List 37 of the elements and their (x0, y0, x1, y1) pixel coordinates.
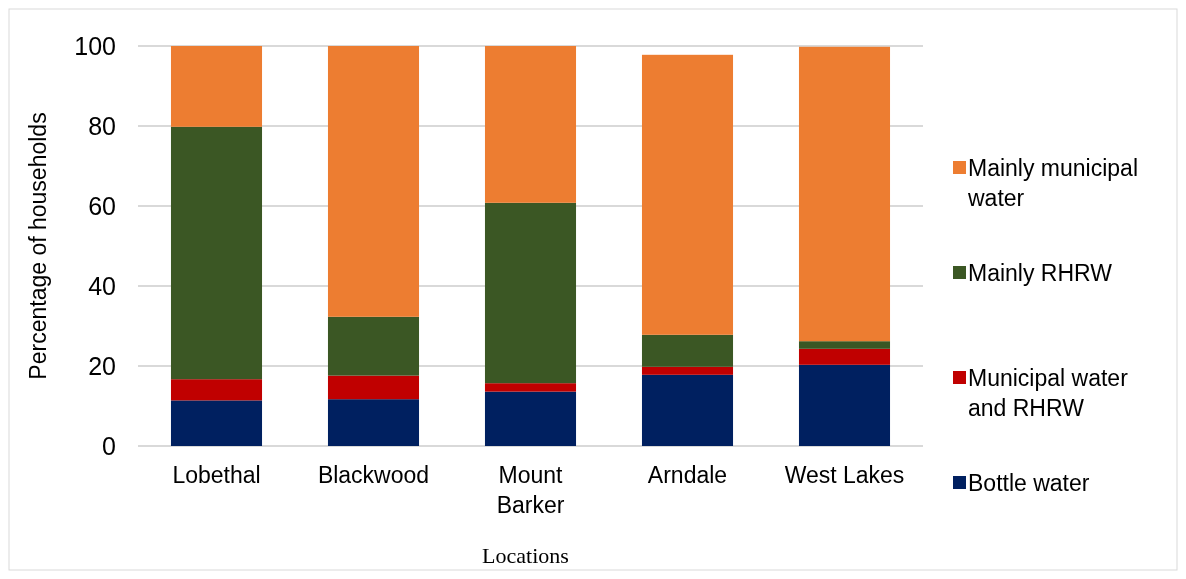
y-tick-label: 80 (88, 111, 116, 140)
bar (170, 46, 263, 127)
bar (484, 391, 577, 446)
y-tick-label: 40 (88, 271, 116, 300)
bar (484, 202, 577, 384)
x-tick-label: Arndale (647, 462, 728, 488)
y-axis-title: Percentage of households (25, 112, 51, 380)
y-tick-label: 0 (102, 431, 116, 460)
x-tick-label: Lobethal (172, 462, 261, 488)
bar (798, 341, 891, 349)
bar (798, 46, 891, 342)
bar (641, 54, 734, 335)
legend-label: Bottle water (968, 470, 1090, 497)
legend-label: Municipal water and RHRW (968, 365, 1129, 422)
legend-label: Mainly RHRW (968, 260, 1113, 287)
x-tick-label: Mount Barker (496, 462, 565, 518)
bar (327, 399, 420, 446)
bar (327, 375, 420, 400)
bar (170, 400, 263, 446)
legend-label: Mainly municipal water (967, 155, 1139, 212)
y-tick-label: 20 (88, 351, 116, 380)
x-tick-label: Blackwood (317, 462, 430, 488)
bar (170, 379, 263, 401)
y-tick-label: 60 (88, 191, 116, 220)
x-axis-title: Locations (482, 543, 569, 568)
y-tick-label: 100 (74, 31, 116, 60)
bar (170, 126, 263, 380)
bar (641, 374, 734, 446)
bar (484, 46, 577, 203)
bar (798, 364, 891, 446)
bar (798, 348, 891, 365)
bar (641, 334, 734, 367)
bar (484, 383, 577, 392)
bar (327, 316, 420, 376)
x-tick-label: West Lakes (784, 462, 905, 488)
bar (327, 46, 420, 317)
bar (641, 366, 734, 375)
